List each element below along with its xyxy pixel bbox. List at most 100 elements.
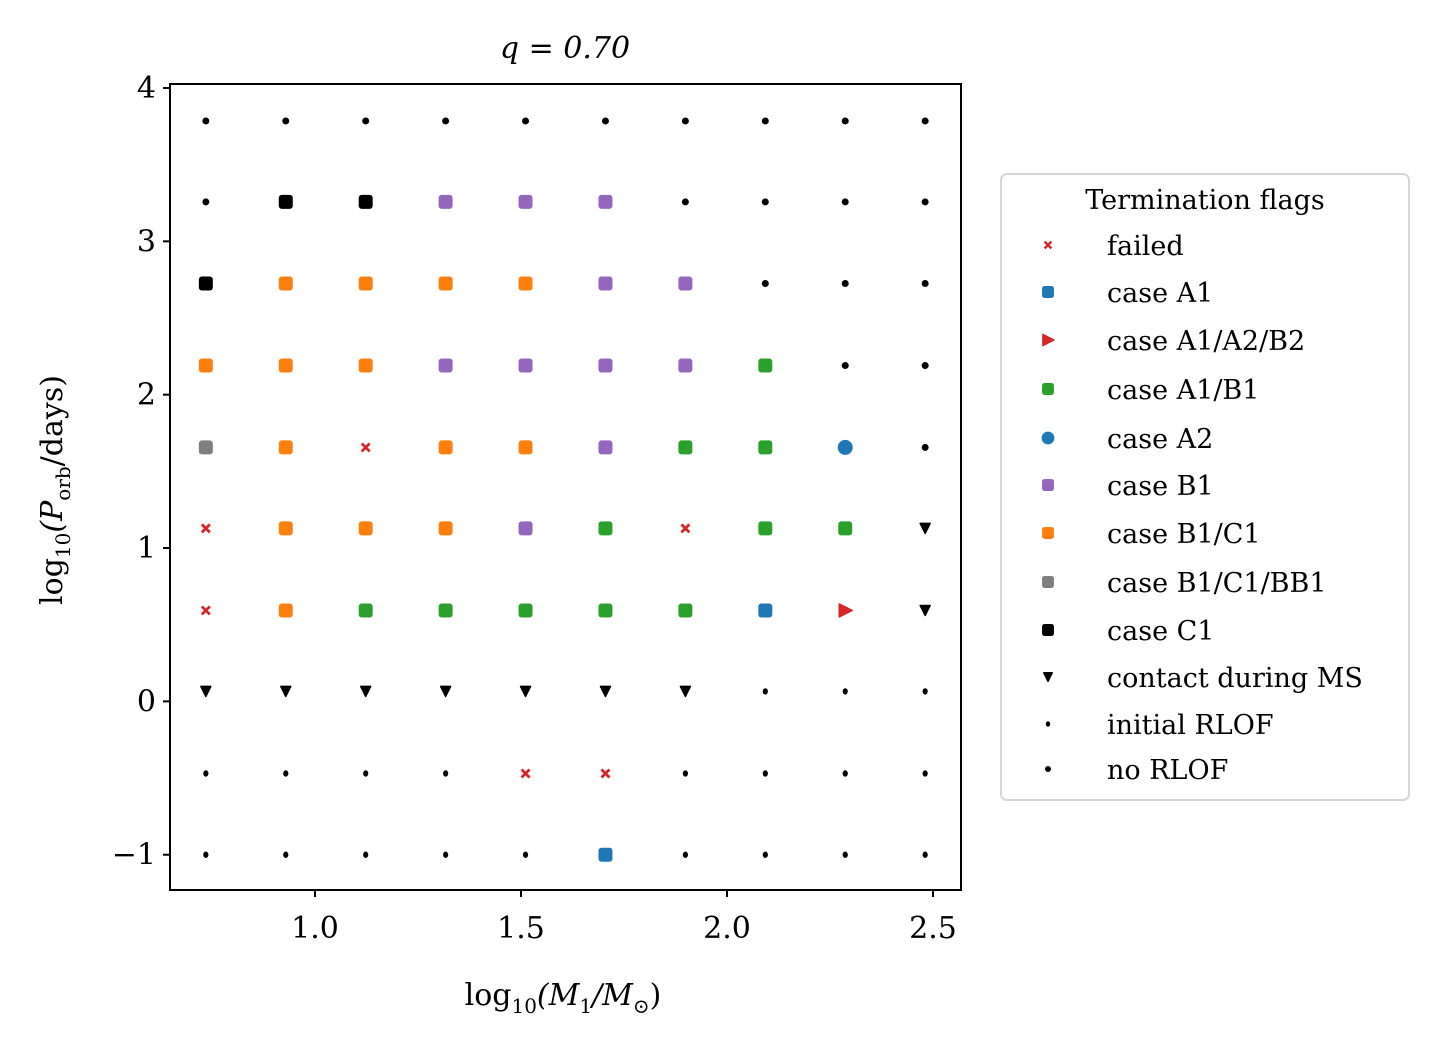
data-point bbox=[282, 117, 290, 125]
data-point bbox=[761, 198, 769, 206]
data-point bbox=[518, 194, 533, 209]
data-point bbox=[198, 440, 213, 455]
data-point bbox=[202, 117, 210, 125]
legend-marker bbox=[1042, 333, 1055, 347]
legend-entry: initial RLOF bbox=[1045, 710, 1274, 741]
x-ticks: 1.0 1.5 2.0 2.5 bbox=[291, 890, 957, 946]
plot-frame bbox=[169, 83, 962, 891]
data-point bbox=[358, 194, 373, 209]
data-point bbox=[283, 851, 289, 858]
data-point bbox=[842, 851, 848, 858]
data-point bbox=[358, 521, 373, 536]
data-point bbox=[363, 770, 369, 777]
legend-label: case B1 bbox=[1107, 471, 1214, 502]
data-point bbox=[202, 198, 210, 206]
data-point bbox=[838, 603, 853, 618]
data-point bbox=[280, 685, 292, 698]
data-point bbox=[442, 117, 450, 125]
legend-marker bbox=[1042, 479, 1054, 491]
legend-marker bbox=[1045, 766, 1051, 772]
y-tick-label: 4 bbox=[137, 71, 156, 106]
legend-label: case B1/C1 bbox=[1107, 519, 1261, 550]
data-point bbox=[278, 358, 293, 373]
data-point bbox=[841, 198, 849, 206]
legend: Termination flags failed case A1 case A1/A… bbox=[1000, 173, 1410, 801]
data-point bbox=[358, 358, 373, 373]
data-point bbox=[522, 851, 529, 858]
y-axis-label: log10(Porb/days) bbox=[35, 375, 75, 605]
data-point bbox=[438, 358, 453, 373]
data-point bbox=[200, 605, 211, 616]
data-point bbox=[681, 198, 689, 206]
legend-label: case A1 bbox=[1107, 278, 1213, 309]
data-point bbox=[681, 117, 689, 125]
data-point bbox=[762, 770, 768, 777]
data-point bbox=[439, 685, 452, 698]
data-point bbox=[522, 117, 530, 125]
data-point bbox=[598, 440, 613, 455]
legend-title: Termination flags bbox=[1085, 185, 1324, 216]
legend-entry: case B1 bbox=[1042, 471, 1214, 502]
legend-entry: case C1 bbox=[1042, 616, 1214, 647]
data-point bbox=[682, 770, 688, 777]
data-point bbox=[283, 770, 289, 777]
legend-marker bbox=[1042, 576, 1054, 588]
data-point bbox=[358, 276, 373, 291]
data-point bbox=[762, 851, 768, 858]
data-point bbox=[921, 280, 929, 288]
legend-entry: case A1/A2/B2 bbox=[1042, 326, 1305, 357]
data-point bbox=[842, 770, 848, 777]
data-point bbox=[200, 685, 212, 698]
data-point bbox=[758, 440, 773, 455]
data-point bbox=[841, 280, 849, 288]
y-tick-label: 3 bbox=[137, 224, 156, 259]
data-point bbox=[520, 768, 531, 779]
legend-entry: case A1 bbox=[1042, 278, 1213, 309]
data-point bbox=[598, 847, 613, 862]
legend-entry: case B1/C1/BB1 bbox=[1042, 568, 1327, 599]
data-point bbox=[919, 522, 931, 535]
legend-entry: case A2 bbox=[1041, 424, 1213, 455]
data-point bbox=[679, 685, 692, 698]
legend-label: case A2 bbox=[1107, 424, 1213, 455]
data-point bbox=[758, 358, 773, 373]
data-point bbox=[438, 194, 453, 209]
legend-marker bbox=[1042, 624, 1054, 636]
y-tick-label: 1 bbox=[137, 531, 156, 566]
data-point bbox=[203, 770, 209, 777]
data-point bbox=[601, 117, 609, 125]
legend-entry: failed bbox=[1043, 231, 1184, 262]
legend-marker bbox=[1043, 240, 1053, 250]
data-point bbox=[758, 521, 773, 536]
data-point bbox=[598, 276, 613, 291]
legend-label: contact during MS bbox=[1107, 663, 1363, 694]
legend-label: failed bbox=[1107, 231, 1184, 262]
data-point bbox=[921, 362, 929, 370]
data-point bbox=[360, 442, 371, 453]
legend-label: case A1/B1 bbox=[1107, 375, 1259, 406]
data-point bbox=[598, 194, 613, 209]
y-ticks: −1 0 1 2 3 4 bbox=[112, 71, 170, 873]
data-point bbox=[519, 685, 532, 698]
data-point bbox=[518, 276, 533, 291]
data-point bbox=[680, 523, 691, 534]
data-point bbox=[921, 443, 929, 451]
data-point bbox=[599, 685, 612, 698]
data-point bbox=[842, 688, 848, 695]
legend-marker bbox=[1043, 672, 1053, 682]
data-point bbox=[518, 358, 533, 373]
legend-label: initial RLOF bbox=[1107, 710, 1274, 741]
y-tick-label: 2 bbox=[137, 378, 156, 413]
data-point bbox=[922, 770, 928, 777]
data-point bbox=[598, 358, 613, 373]
legend-box bbox=[1000, 173, 1410, 801]
data-point bbox=[921, 117, 929, 125]
legend-marker bbox=[1045, 721, 1051, 727]
data-point bbox=[598, 603, 613, 618]
plot-marks bbox=[198, 117, 931, 862]
y-tick-label: −1 bbox=[112, 838, 156, 873]
data-point bbox=[598, 521, 613, 536]
data-point bbox=[518, 440, 533, 455]
data-point bbox=[438, 521, 453, 536]
